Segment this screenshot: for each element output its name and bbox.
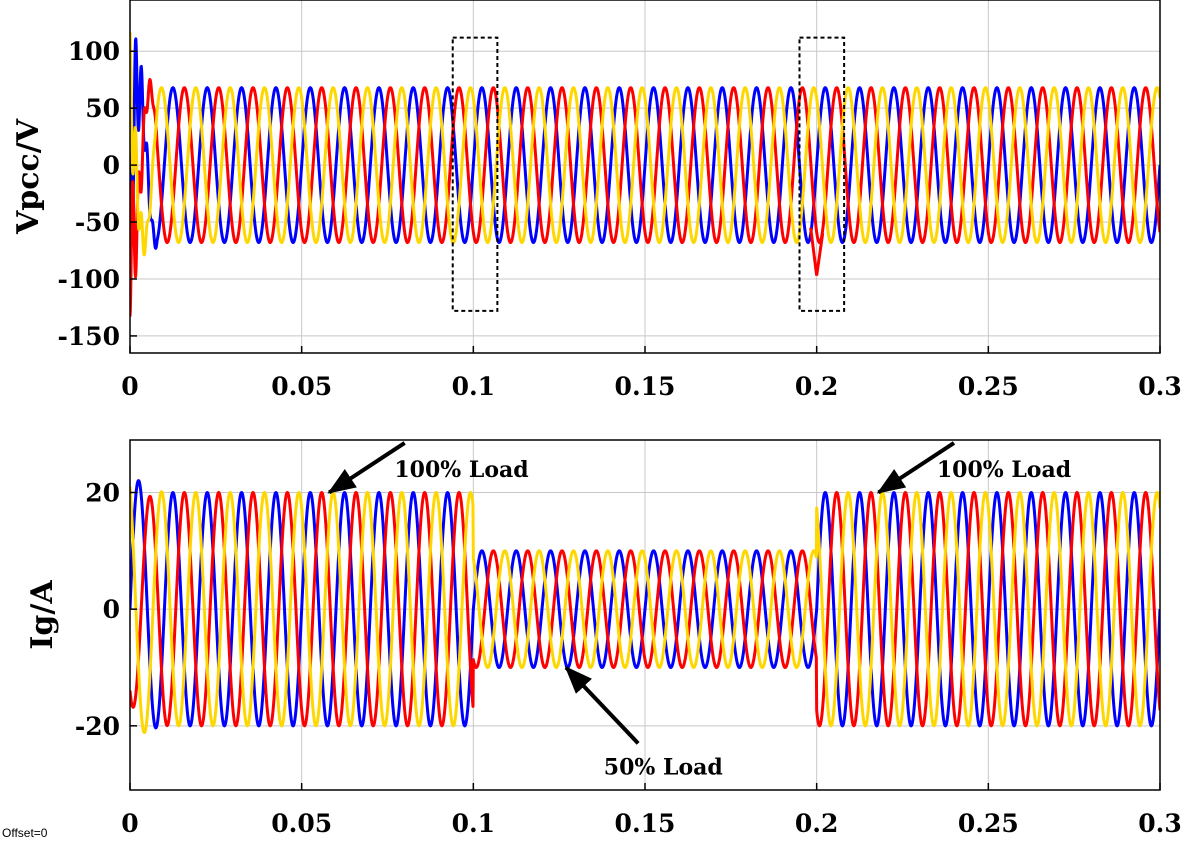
x-tick-label: 0.1 (452, 809, 496, 838)
offset-label: Offset=0 (2, 826, 48, 840)
x-tick-label: 0.3 (1138, 372, 1182, 401)
y-tick-label: -50 (75, 208, 120, 237)
x-tick-label: 0 (121, 372, 138, 401)
annotation-label: 50% Load (604, 755, 723, 781)
x-tick-label: 0.05 (271, 372, 332, 401)
annotation-label: 100% Load (937, 457, 1071, 483)
y-tick-label: -20 (75, 712, 120, 741)
x-tick-label: 0 (121, 809, 138, 838)
annotation-arrow (564, 666, 640, 745)
annotation-arrow (327, 441, 406, 495)
y-axis-title: Ig/A (25, 580, 60, 650)
y-tick-label: 100 (68, 37, 120, 66)
annotation-label: 100% Load (394, 457, 528, 483)
y-axis-title: Vpcc/V (11, 118, 46, 235)
series-line-2 (130, 491, 1160, 728)
series-group (130, 479, 1160, 735)
plot-panel-1: 0 0.05 0.1 0.15 0.2 0.25 0.3 -150 -100 -50 0 50 100 V… (11, 0, 1182, 401)
series-line-3 (130, 31, 1160, 257)
y-tick-label: 0 (103, 151, 120, 180)
y-tick-label: 0 (103, 595, 120, 624)
x-tick-label: 0.3 (1138, 809, 1182, 838)
highlight-box (798, 36, 846, 312)
series-line-2 (130, 77, 1160, 317)
series-line-1 (130, 37, 1160, 250)
y-tick-label: 50 (85, 94, 120, 123)
x-tick-label: 0.15 (615, 372, 676, 401)
x-tick-label: 0.15 (615, 809, 676, 838)
plot-panel-2: 0 0.05 0.1 0.15 0.2 0.25 0.3 -20 0 20 Ig/A 100% Loa… (25, 439, 1182, 838)
x-tick-label: 0.2 (795, 372, 839, 401)
x-tick-label: 0.2 (795, 809, 839, 838)
x-tick-label: 0.1 (452, 372, 496, 401)
transient-dip (809, 227, 825, 276)
series-line-3 (130, 486, 1160, 735)
highlight-box (451, 36, 499, 312)
x-tick-label: 0.05 (271, 809, 332, 838)
x-tick-label: 0.25 (958, 372, 1019, 401)
annotation-arrow (876, 441, 956, 495)
y-tick-label: -150 (57, 322, 120, 351)
y-tick-label: 20 (85, 479, 120, 508)
y-tick-label: -100 (57, 265, 120, 294)
x-tick-label: 0.25 (958, 809, 1019, 838)
series-group (130, 31, 1160, 317)
series-line-1 (130, 479, 1160, 730)
